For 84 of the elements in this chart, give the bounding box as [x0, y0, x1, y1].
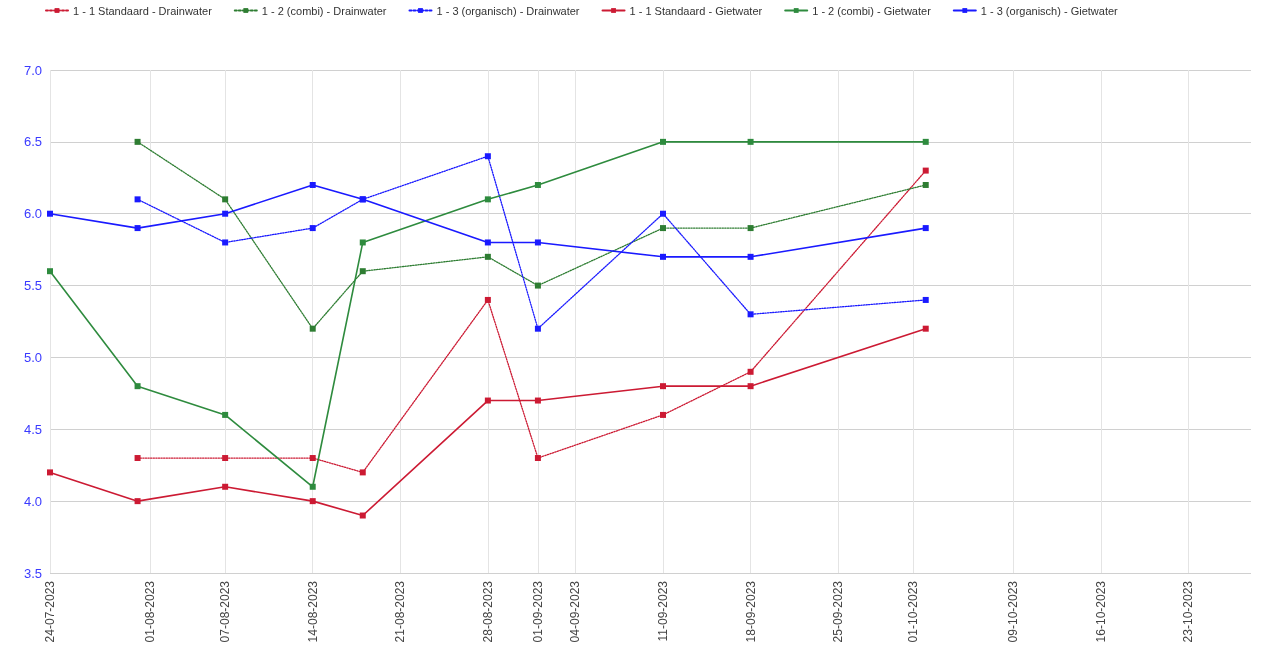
legend-label: 1 - 1 Standaard - Drainwater [73, 4, 213, 17]
point [484, 296, 491, 303]
x-tick-label: 09-10-2023 [1006, 580, 1021, 643]
point [222, 239, 229, 246]
point [222, 196, 229, 203]
point [484, 196, 491, 203]
point [134, 455, 141, 462]
point [922, 167, 929, 174]
x-tick-label: 01-08-2023 [143, 580, 158, 643]
point [660, 138, 667, 145]
point [747, 311, 754, 318]
point [47, 469, 53, 476]
point [484, 253, 491, 260]
y-tick-label: 4.0 [23, 493, 42, 509]
point [747, 138, 754, 145]
x-tick-label: 28-08-2023 [480, 580, 495, 643]
point [660, 225, 667, 232]
point [359, 268, 366, 275]
y-tick-label: 4.5 [23, 421, 42, 437]
point [922, 325, 929, 332]
point [660, 411, 667, 418]
point [359, 239, 366, 246]
point [660, 253, 667, 260]
x-tick-label: 04-09-2023 [568, 580, 583, 643]
x-tick-label: 11-09-2023 [656, 580, 671, 642]
x-tick-label: 01-09-2023 [530, 580, 545, 643]
point [222, 483, 229, 490]
point [747, 383, 754, 390]
point [309, 181, 316, 188]
legend-label: 1 - 3 (organisch) - Drainwater [436, 4, 580, 17]
point [309, 498, 316, 505]
legend-label: 1 - 2 (combi) - Gietwater [812, 4, 932, 17]
point [660, 383, 667, 390]
point [359, 469, 366, 476]
point [922, 181, 929, 188]
point [359, 512, 366, 519]
point [534, 455, 541, 462]
point [534, 239, 541, 246]
point [484, 153, 491, 160]
point [922, 296, 929, 303]
point [747, 368, 754, 375]
point [309, 225, 316, 232]
point [47, 268, 53, 275]
point [484, 239, 491, 246]
legend-label: 1 - 1 Standaard - Gietwater [629, 4, 763, 17]
point [534, 397, 541, 404]
y-tick-label: 6.0 [23, 206, 42, 222]
point [747, 253, 754, 260]
point [309, 455, 316, 462]
x-tick-label: 25-09-2023 [831, 580, 846, 643]
point [747, 225, 754, 232]
point [222, 210, 229, 217]
point [222, 455, 229, 462]
point [534, 181, 541, 188]
point [47, 210, 53, 217]
point [922, 225, 929, 232]
y-tick-label: 6.5 [23, 134, 42, 150]
point [134, 498, 141, 505]
point [660, 210, 667, 217]
x-tick-label: 21-08-2023 [393, 580, 408, 643]
point [309, 483, 316, 490]
point [134, 383, 141, 390]
y-tick-label: 7.0 [23, 62, 42, 78]
x-tick-label: 23-10-2023 [1181, 580, 1196, 643]
y-tick-label: 5.5 [23, 278, 42, 294]
y-tick-label: 3.5 [23, 565, 42, 581]
x-tick-label: 24-07-2023 [43, 580, 57, 643]
point [309, 325, 316, 332]
point [134, 196, 141, 203]
point [922, 138, 929, 145]
x-tick-label: 14-08-2023 [305, 580, 320, 643]
point [134, 225, 141, 232]
point [534, 325, 541, 332]
x-tick-label: 01-10-2023 [906, 580, 921, 643]
x-tick-label: 07-08-2023 [218, 580, 233, 643]
point [534, 282, 541, 289]
legend-label: 1 - 3 (organisch) - Gietwater [980, 4, 1119, 17]
x-tick-label: 18-09-2023 [743, 580, 758, 643]
point [222, 411, 229, 418]
point [134, 138, 141, 145]
point [484, 397, 491, 404]
y-tick-label: 5.0 [23, 349, 42, 365]
x-tick-label: 16-10-2023 [1093, 580, 1108, 643]
legend-label: 1 - 2 (combi) - Drainwater [261, 4, 387, 17]
